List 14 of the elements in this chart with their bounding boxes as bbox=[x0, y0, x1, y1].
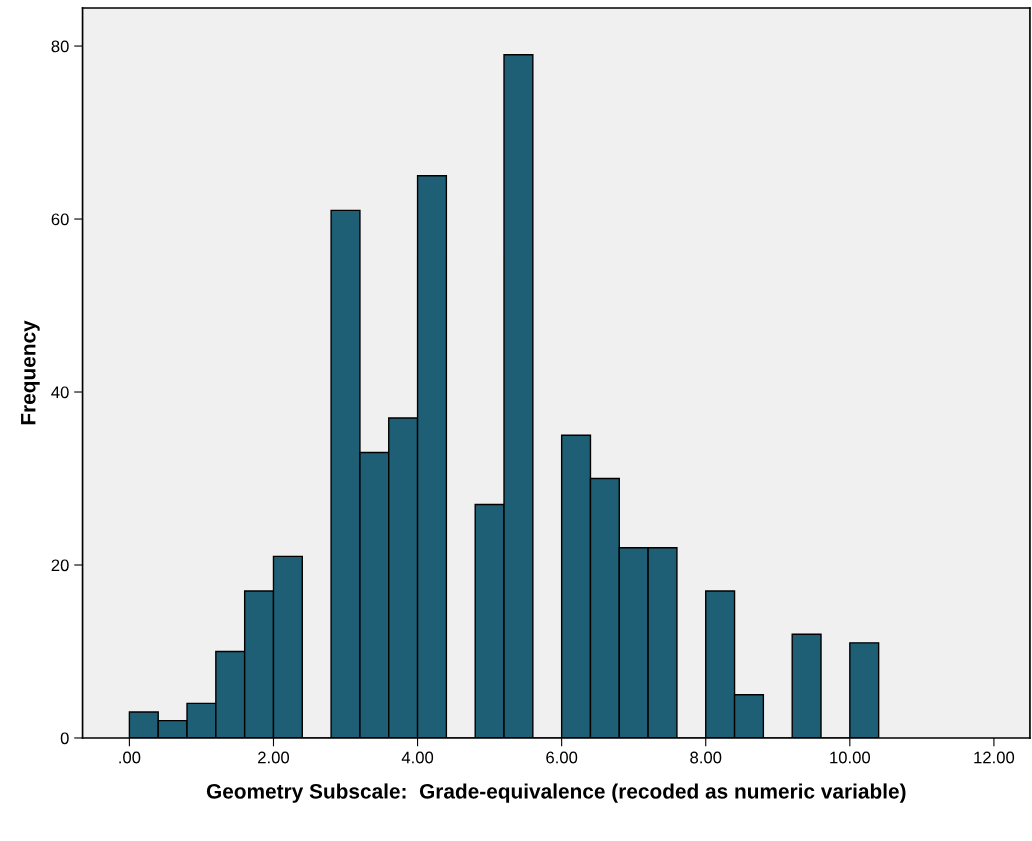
x-tick-label: 8.00 bbox=[690, 751, 722, 764]
y-tick-label: 40 bbox=[51, 386, 69, 399]
y-tick-label: 20 bbox=[51, 559, 69, 572]
y-tick-label: 0 bbox=[60, 732, 69, 745]
x-tick-label: 12.00 bbox=[974, 751, 1015, 764]
x-tick-label: 6.00 bbox=[546, 751, 578, 764]
x-tick-label: 2.00 bbox=[258, 751, 290, 764]
y-tick-label: 60 bbox=[51, 213, 69, 226]
x-tick-label: 10.00 bbox=[830, 751, 871, 764]
x-axis-title: Geometry Subscale: Grade-equivalence (recoded as numeric variable) bbox=[206, 783, 906, 803]
x-tick-label: 4.00 bbox=[401, 751, 434, 764]
x-tick-label: .00 bbox=[119, 751, 141, 764]
y-axis-title: Frequency bbox=[21, 320, 40, 425]
y-tick-label: 80 bbox=[51, 40, 69, 53]
